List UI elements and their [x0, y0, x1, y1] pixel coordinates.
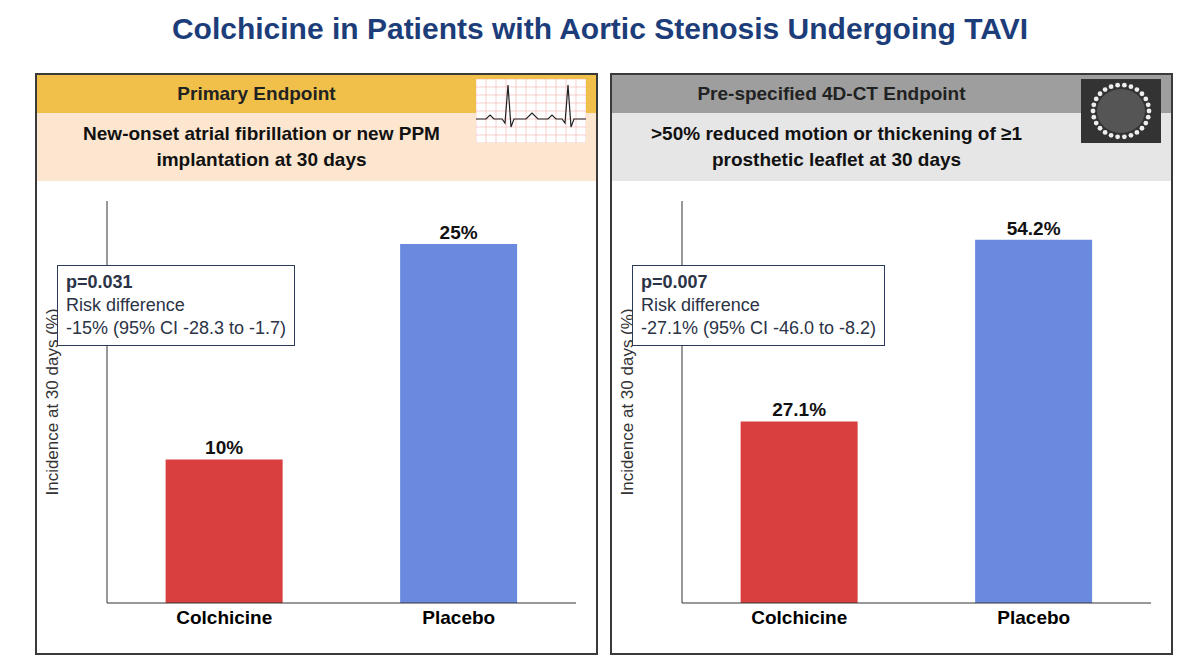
svg-text:Incidence at 30 days (%): Incidence at 30 days (%) — [618, 308, 637, 496]
html-text:Colchicine in Patients with Ao: Colchicine in Patients with Aortic Steno… — [171, 12, 1029, 45]
html-text:Primary Endpoint: Primary Endpoint — [177, 83, 336, 104]
html-text:New-onset atrial fibrillation: New-onset atrial fibrillation or new PPM… — [83, 123, 440, 170]
svg-text:Incidence at 30 days (%): Incidence at 30 days (%) — [43, 308, 62, 496]
svg-text:Colchicine: Colchicine — [751, 607, 847, 628]
svg-text:Colchicine: Colchicine — [176, 607, 272, 628]
html-text:Pre-specified 4D-CT Endpoint: Pre-specified 4D-CT Endpoint — [697, 83, 966, 104]
html-text:Risk difference: Risk difference — [66, 295, 185, 315]
html-text:-15% (95% CI -28.3 to -1.7): -15% (95% CI -28.3 to -1.7) — [66, 318, 287, 338]
html-text:p=0.031: p=0.031 — [66, 272, 133, 292]
svg-text:25%: 25% — [440, 222, 478, 243]
html-text:-27.1% (95% CI -46.0 to -8.2): -27.1% (95% CI -46.0 to -8.2) — [641, 318, 877, 338]
svg-text:Placebo: Placebo — [422, 607, 495, 628]
html-text:Risk difference: Risk difference — [641, 295, 760, 315]
svg-text:10%: 10% — [205, 437, 243, 458]
html-text:>50% reduced motion or thicken: >50% reduced motion or thickening of ≥1 … — [651, 123, 1022, 170]
html-text:p=0.007: p=0.007 — [641, 272, 708, 292]
svg-text:54.2%: 54.2% — [1007, 218, 1061, 239]
svg-text:27.1%: 27.1% — [772, 399, 826, 420]
svg-text:Placebo: Placebo — [997, 607, 1070, 628]
